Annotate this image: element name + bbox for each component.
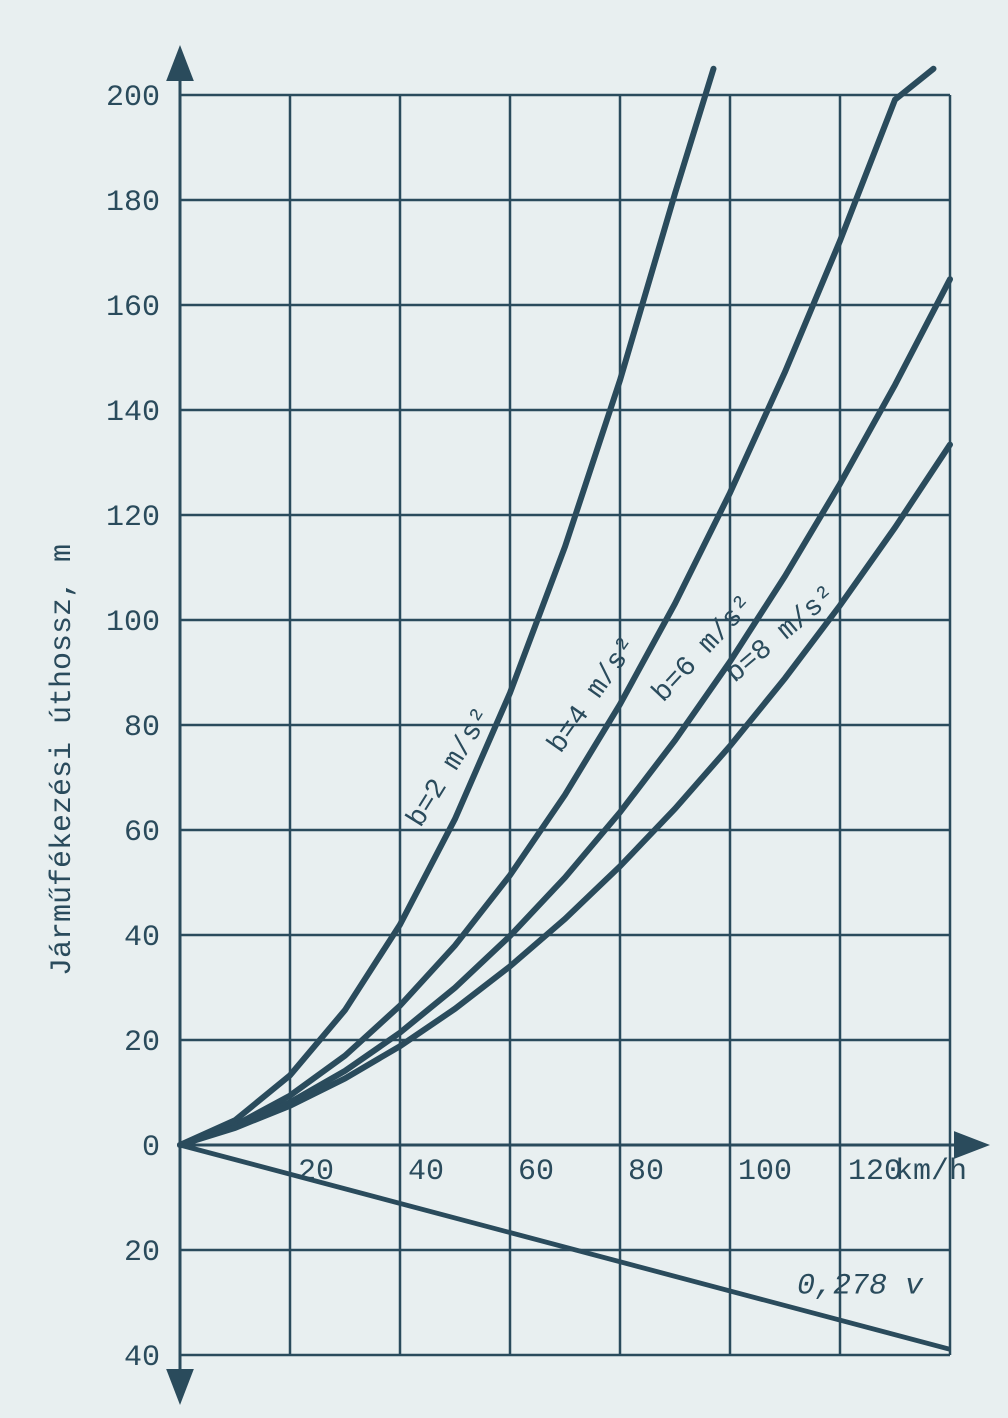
line-label-0278v: 0,278 v xyxy=(797,1270,924,1304)
y-tick-label: 120 xyxy=(106,501,160,535)
y-tick-label: 40 xyxy=(124,921,160,955)
x-tick-label: 120 xyxy=(848,1155,902,1189)
x-unit-label: km/h xyxy=(895,1155,967,1189)
x-tick-label: 100 xyxy=(738,1155,792,1189)
y-tick-label: 60 xyxy=(124,816,160,850)
y-tick-label: 20 xyxy=(124,1026,160,1060)
x-tick-label: 60 xyxy=(518,1155,554,1189)
y-tick-label: 200 xyxy=(106,81,160,115)
y-tick-label: 180 xyxy=(106,186,160,220)
y-tick-label: 100 xyxy=(106,606,160,640)
braking-distance-chart: 0204060801001201401601802002040204060801… xyxy=(0,0,1008,1418)
x-tick-label: 40 xyxy=(408,1155,444,1189)
y-tick-label: 160 xyxy=(106,291,160,325)
x-tick-label: 80 xyxy=(628,1155,664,1189)
y-tick-label: 80 xyxy=(124,711,160,745)
y-tick-label: 0 xyxy=(142,1131,160,1165)
y-tick-label: 140 xyxy=(106,396,160,430)
y-tick-label: 20 xyxy=(124,1236,160,1270)
y-tick-label: 40 xyxy=(124,1341,160,1375)
y-axis-title: Járműfékezési úthossz, m xyxy=(46,544,80,976)
